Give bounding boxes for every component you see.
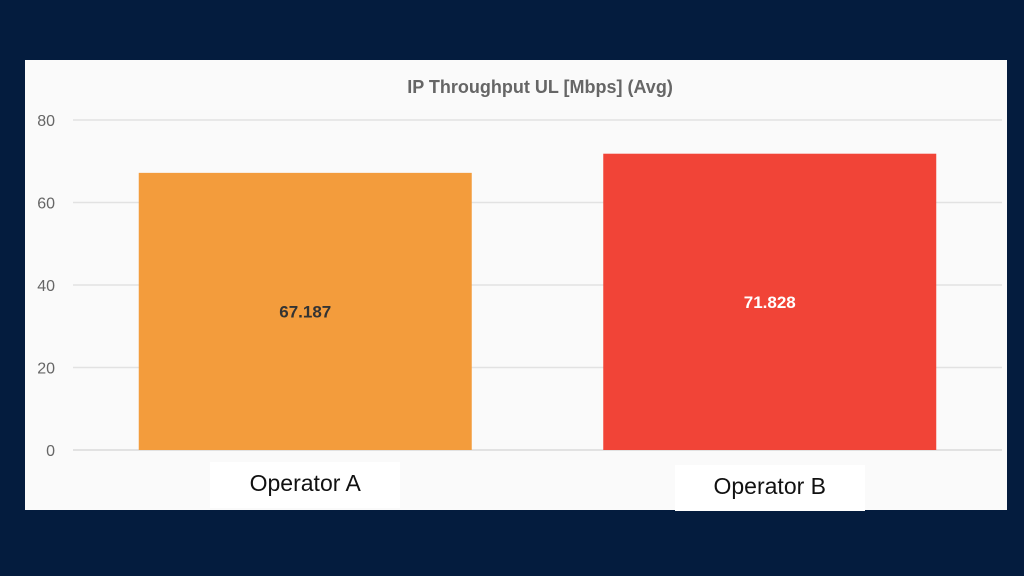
- bars: [138, 153, 937, 450]
- data-labels: 67.187 71.828: [279, 293, 796, 322]
- bar-operator-b: [603, 153, 937, 450]
- data-label: 67.187: [279, 302, 331, 321]
- y-tick-label: 40: [37, 278, 55, 295]
- bar-operator-a: [138, 172, 472, 450]
- y-tick-label: 80: [37, 113, 55, 130]
- y-tick-label: 0: [46, 443, 55, 460]
- x-category-label: Operator B: [674, 465, 865, 511]
- y-axis-ticks: 0 20 40 60 80: [37, 113, 55, 460]
- chart-title: IP Throughput UL [Mbps] (Avg): [407, 77, 673, 97]
- data-label: 71.828: [744, 293, 796, 312]
- x-category-label: Operator A: [210, 462, 401, 508]
- bar-chart: 0 20 40 60 80 67.187 71.828 IP Throughput UL …: [37, 77, 1002, 460]
- y-tick-label: 20: [37, 361, 55, 378]
- y-tick-label: 60: [37, 196, 55, 213]
- chart-panel: 0 20 40 60 80 67.187 71.828 IP Throughput UL …: [25, 60, 1007, 511]
